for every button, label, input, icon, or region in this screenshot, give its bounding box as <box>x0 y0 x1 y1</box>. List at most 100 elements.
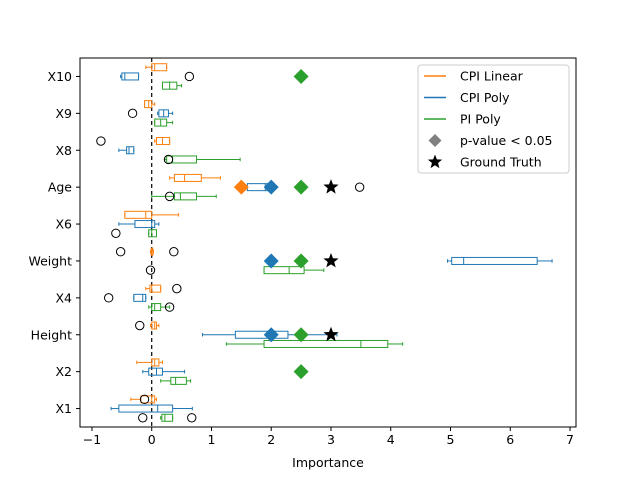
box-iqr <box>151 303 162 312</box>
boxplot-cpi-linear-weight <box>115 247 179 257</box>
x-tick-label: 6 <box>506 432 514 447</box>
outlier-point <box>164 302 175 312</box>
box-iqr <box>140 395 156 404</box>
box-iqr <box>161 413 174 422</box>
boxplot-pi-poly-age <box>151 191 217 202</box>
outlier-point <box>184 71 195 82</box>
box-iqr <box>133 293 147 302</box>
outlier-point <box>96 136 106 146</box>
box-iqr <box>173 192 198 201</box>
box-iqr <box>124 210 153 219</box>
box-iqr <box>144 100 153 109</box>
plot-layer <box>96 58 553 427</box>
box-iqr <box>148 229 157 238</box>
y-tick-label: X9 <box>55 106 72 121</box>
boxplot-pi-poly-x8 <box>163 154 241 165</box>
boxplot-pi-poly-x9 <box>154 118 174 127</box>
y-tick-label: Height <box>31 327 72 342</box>
x-tick-label: 4 <box>387 432 395 447</box>
box-iqr <box>155 137 171 146</box>
legend-box <box>417 64 570 174</box>
pvalue-diamond-cpi-poly-weight <box>263 253 279 269</box>
pvalue-diamond-pi-poly-x10 <box>293 68 309 84</box>
legend-label-ground-truth: Ground Truth <box>460 155 542 170</box>
box-iqr <box>234 330 289 339</box>
pvalue-diamond-cpi-poly-age <box>263 179 279 195</box>
x-tick-label: −1 <box>83 432 101 447</box>
box-iqr <box>148 367 163 376</box>
box-iqr <box>126 146 135 155</box>
boxplot-cpi-poly-x1 <box>110 404 193 413</box>
boxplot-cpi-linear-x6 <box>124 210 180 219</box>
pvalue-diamond-cpi-linear-age <box>233 179 249 195</box>
outlier-point <box>187 413 197 423</box>
boxplot-cpi-linear-x1 <box>130 394 157 405</box>
x-tick-label: 1 <box>207 432 215 447</box>
legend: CPI Linear CPI Poly PI Poly p-value < 0.05 G… <box>417 64 570 174</box>
boxplot-cpi-linear-height <box>135 320 160 331</box>
outlier-point <box>139 394 150 405</box>
pvalue-diamond-cpi-poly-height <box>263 327 279 343</box>
boxplot-cpi-poly-x10 <box>120 71 195 82</box>
y-tick-label: X4 <box>55 290 72 305</box>
y-tick-label: X6 <box>55 217 72 232</box>
box-iqr <box>170 376 187 385</box>
legend-handle-ground-truth <box>427 154 443 169</box>
boxplot-cpi-linear-x4 <box>145 283 182 294</box>
boxplot-cpi-poly-x6 <box>118 220 160 229</box>
pvalue-diamond-pi-poly-height <box>293 327 309 343</box>
y-tick-label: Age <box>48 180 72 195</box>
boxplot-pi-poly-x4 <box>148 302 175 312</box>
box-iqr <box>151 358 160 367</box>
pvalue-diamond-pi-poly-age <box>293 179 309 195</box>
boxplot-pi-poly-x1 <box>138 413 197 423</box>
y-tick-label: X10 <box>48 69 73 84</box>
boxplot-cpi-linear-x2 <box>136 358 163 367</box>
y-tick-label: X2 <box>55 364 72 379</box>
x-tick-label: 3 <box>327 432 335 447</box>
boxplot-cpi-linear-x9 <box>144 100 156 109</box>
legend-label-p-value-0-05: p-value < 0.05 <box>460 133 553 148</box>
boxplot-pi-poly-weight <box>145 265 325 275</box>
box-iqr <box>263 266 305 275</box>
y-tick-label: X8 <box>55 143 72 158</box>
pvalue-diamond-pi-poly-weight <box>293 253 309 269</box>
boxplot-pi-poly-x10 <box>161 81 183 90</box>
x-tick-label: 7 <box>566 432 574 447</box>
y-tick-label: X1 <box>55 401 72 416</box>
box-iqr <box>263 339 389 348</box>
boxplot-cpi-linear-age <box>169 173 221 182</box>
outlier-point <box>145 265 156 275</box>
box-iqr <box>151 321 157 330</box>
pvalue-diamond-pi-poly-x2 <box>293 364 309 380</box>
outlier-point <box>164 191 175 202</box>
outlier-point <box>115 247 126 257</box>
x-axis-label: Importance <box>292 455 364 470</box>
ground-truth-star-age <box>323 179 339 194</box>
x-tick-label: 2 <box>267 432 275 447</box>
boxplot-cpi-poly-x4 <box>103 293 147 303</box>
outlier-point <box>103 293 114 303</box>
outlier-point <box>111 228 121 238</box>
boxplot-cpi-poly-x8 <box>118 146 135 155</box>
ground-truth-star-weight <box>323 252 339 268</box>
boxplot-cpi-poly-x9 <box>127 108 174 119</box>
legend-label-cpi-poly: CPI Poly <box>460 90 510 105</box>
legend-handle-p-value-0-05 <box>428 134 442 147</box>
outlier-point <box>163 154 174 165</box>
boxplot-cpi-poly-x2 <box>142 367 186 376</box>
box-iqr <box>173 173 202 182</box>
x-tick-label: 5 <box>447 432 455 447</box>
ground-truth-star-height <box>323 326 339 342</box>
boxplot-cpi-poly-weight <box>447 256 553 265</box>
outlier-point <box>172 283 182 294</box>
outlier-point <box>127 108 138 119</box>
box-iqr <box>149 284 162 293</box>
box-iqr <box>166 155 198 164</box>
boxplot-pi-poly-x2 <box>160 376 192 385</box>
x-tick-label: 0 <box>148 432 156 447</box>
boxplot-pi-poly-height <box>225 339 404 348</box>
boxplot-cpi-linear-x8 <box>96 136 171 146</box>
